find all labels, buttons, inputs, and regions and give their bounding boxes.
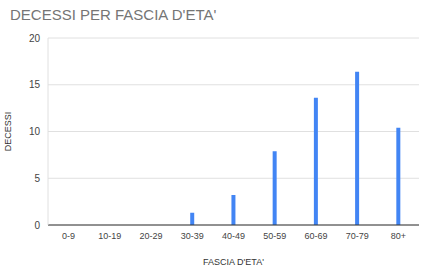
- svg-text:60-69: 60-69: [304, 231, 327, 241]
- svg-text:40-49: 40-49: [222, 231, 245, 241]
- svg-text:70-79: 70-79: [346, 231, 369, 241]
- svg-text:20: 20: [29, 33, 41, 44]
- svg-text:15: 15: [29, 79, 41, 90]
- svg-text:20-29: 20-29: [140, 231, 163, 241]
- svg-text:5: 5: [34, 173, 40, 184]
- svg-text:80+: 80+: [391, 231, 406, 241]
- svg-text:50-59: 50-59: [263, 231, 286, 241]
- svg-text:10-19: 10-19: [98, 231, 121, 241]
- svg-text:30-39: 30-39: [181, 231, 204, 241]
- html-text:DECESSI PER FASCIA D'ETA': DECESSI PER FASCIA D'ETA': [10, 6, 217, 23]
- svg-text:0-9: 0-9: [62, 231, 75, 241]
- svg-text:FASCIA D'ETA': FASCIA D'ETA': [203, 257, 264, 267]
- svg-text:DECESSI: DECESSI: [8, 112, 13, 152]
- svg-text:10: 10: [29, 126, 41, 137]
- svg-text:0: 0: [34, 220, 40, 231]
